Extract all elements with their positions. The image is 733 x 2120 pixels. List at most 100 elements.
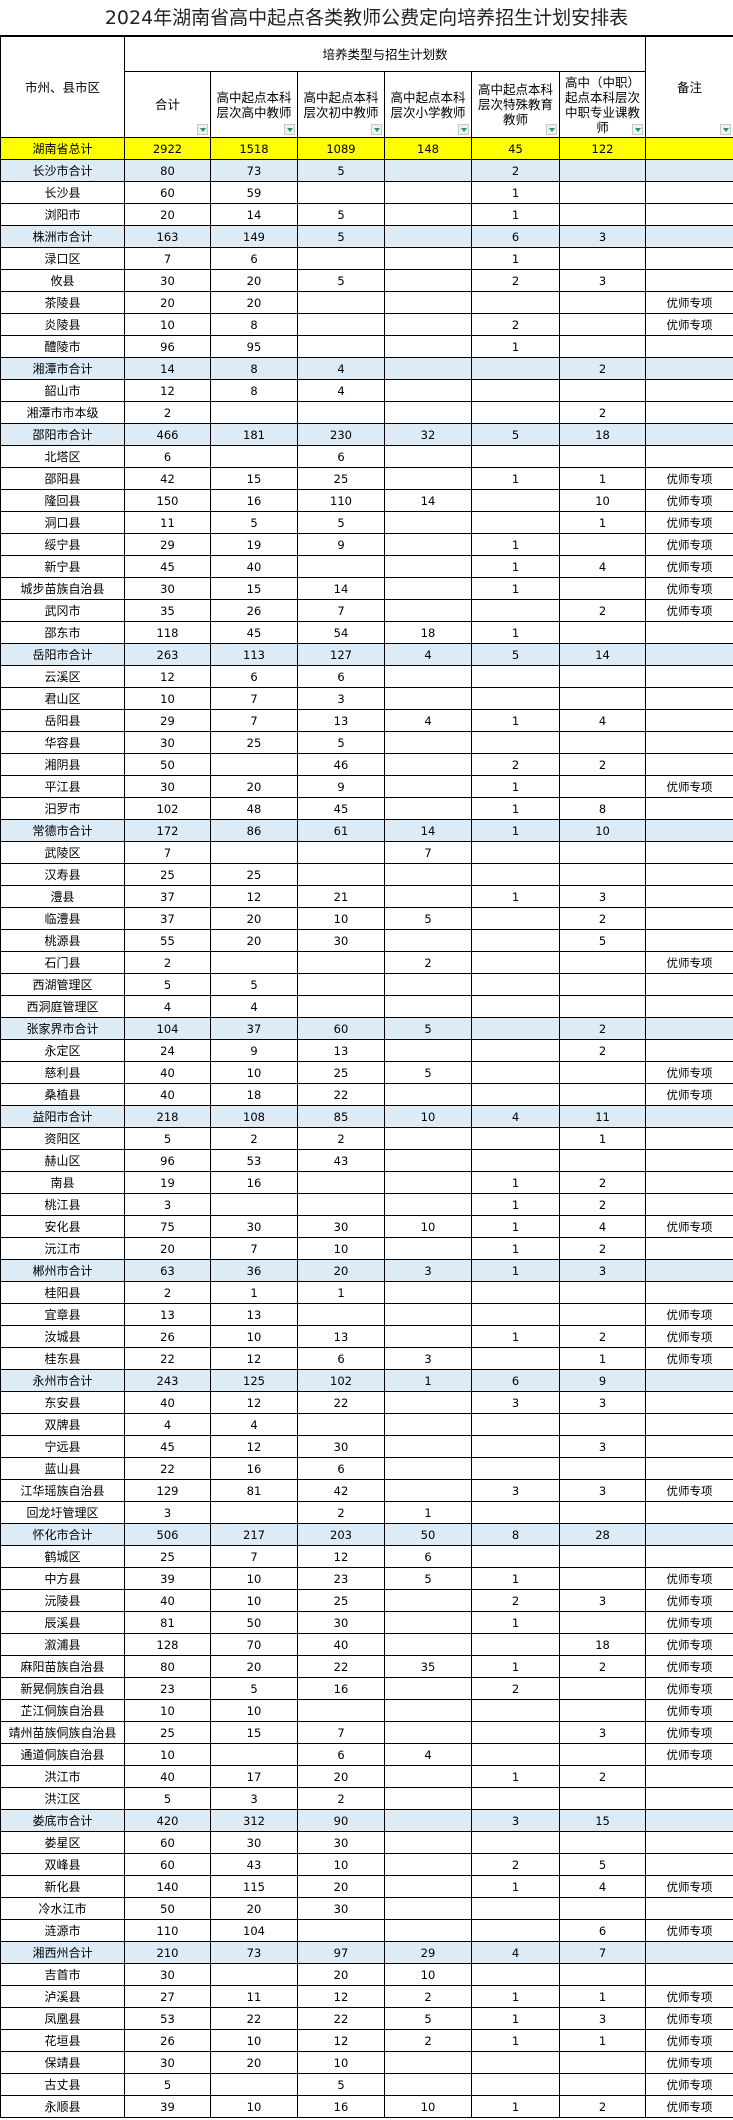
cell-special-ed: 1 bbox=[471, 1237, 560, 1260]
cell-region: 北塔区 bbox=[0, 445, 125, 468]
cell-total: 30 bbox=[124, 269, 211, 292]
table-row: 桑植县 40 18 22 优师专项 bbox=[0, 1083, 733, 1106]
cell-special-ed: 3 bbox=[471, 1479, 560, 1502]
cell-primary: 5 bbox=[384, 1017, 472, 1040]
cell-note: 优师专项 bbox=[645, 1633, 733, 1656]
cell-vocational: 1 bbox=[558, 1347, 647, 1370]
cell-special-ed: 5 bbox=[471, 643, 560, 666]
cell-region: 双牌县 bbox=[0, 1413, 125, 1436]
cell-junior-high bbox=[297, 1413, 385, 1436]
table-row: 炎陵县 10 8 2 优师专项 bbox=[0, 313, 733, 336]
cell-region: 中方县 bbox=[0, 1567, 125, 1590]
table-row: 君山区 10 7 3 bbox=[0, 687, 733, 710]
cell-vocational: 1 bbox=[558, 1985, 647, 2008]
cell-primary: 5 bbox=[384, 1567, 472, 1590]
cell-vocational: 2 bbox=[558, 1171, 647, 1194]
cell-total: 5 bbox=[124, 2073, 211, 2096]
cell-region: 新宁县 bbox=[0, 555, 125, 578]
filter-dropdown-icon[interactable] bbox=[284, 124, 295, 135]
cell-junior-high: 23 bbox=[297, 1567, 385, 1590]
cell-special-ed: 1 bbox=[471, 2029, 560, 2052]
cell-total: 30 bbox=[124, 2051, 211, 2074]
cell-note: 优师专项 bbox=[645, 1743, 733, 1766]
cell-region: 株洲市合计 bbox=[0, 225, 125, 248]
table-row: 东安县 40 12 22 3 3 bbox=[0, 1391, 733, 1414]
cell-senior-high bbox=[210, 951, 298, 974]
cell-senior-high: 10 bbox=[210, 1567, 298, 1590]
cell-total: 20 bbox=[124, 203, 211, 226]
table-row: 鹤城区 25 7 12 6 bbox=[0, 1545, 733, 1568]
cell-senior-high: 108 bbox=[210, 1105, 298, 1128]
cell-note bbox=[645, 797, 733, 820]
cell-special-ed: 1 bbox=[471, 709, 560, 732]
cell-note bbox=[645, 1963, 733, 1986]
filter-dropdown-icon[interactable] bbox=[720, 124, 732, 135]
filter-dropdown-icon[interactable] bbox=[371, 124, 382, 135]
cell-note bbox=[645, 335, 733, 358]
cell-vocational: 14 bbox=[558, 643, 647, 666]
cell-primary bbox=[384, 665, 472, 688]
cell-total: 30 bbox=[124, 1963, 211, 1986]
cell-total: 10 bbox=[124, 1699, 211, 1722]
cell-note bbox=[645, 753, 733, 776]
cell-senior-high: 10 bbox=[210, 1589, 298, 1612]
cell-special-ed bbox=[471, 1699, 560, 1722]
cell-vocational bbox=[558, 1061, 647, 1084]
cell-senior-high: 5 bbox=[210, 511, 298, 534]
table-row: 永定区 24 9 13 2 bbox=[0, 1039, 733, 1062]
cell-total: 118 bbox=[124, 621, 211, 644]
cell-region: 蓝山县 bbox=[0, 1457, 125, 1480]
cell-region: 鹤城区 bbox=[0, 1545, 125, 1568]
cell-special-ed bbox=[471, 907, 560, 930]
cell-primary bbox=[384, 467, 472, 490]
cell-total: 25 bbox=[124, 1545, 211, 1568]
cell-vocational bbox=[558, 313, 647, 336]
cell-special-ed: 1 bbox=[471, 247, 560, 270]
cell-total: 75 bbox=[124, 1215, 211, 1238]
table-row: 汉寿县 25 25 bbox=[0, 863, 733, 886]
header-total-label: 合计 bbox=[154, 97, 180, 112]
cell-senior-high: 12 bbox=[210, 1347, 298, 1370]
cell-region: 南县 bbox=[0, 1171, 125, 1194]
filter-dropdown-icon[interactable] bbox=[546, 124, 557, 135]
cell-region: 芷江侗族自治县 bbox=[0, 1699, 125, 1722]
table-row: 芷江侗族自治县 10 10 优师专项 bbox=[0, 1699, 733, 1722]
cell-region: 湖南省总计 bbox=[0, 137, 125, 160]
table-row: 浏阳市 20 14 5 1 bbox=[0, 203, 733, 226]
filter-dropdown-icon[interactable] bbox=[632, 124, 644, 135]
cell-region: 邵东市 bbox=[0, 621, 125, 644]
filter-dropdown-icon[interactable] bbox=[197, 124, 208, 135]
cell-vocational bbox=[558, 181, 647, 204]
cell-note bbox=[645, 885, 733, 908]
cell-note: 优师专项 bbox=[645, 2095, 733, 2118]
cell-total: 96 bbox=[124, 1149, 211, 1172]
cell-special-ed: 5 bbox=[471, 423, 560, 446]
table-row: 回龙圩管理区 3 2 1 bbox=[0, 1501, 733, 1524]
table-row: 沅陵县 40 10 25 2 3 优师专项 bbox=[0, 1589, 733, 1612]
cell-note bbox=[645, 863, 733, 886]
cell-region: 澧县 bbox=[0, 885, 125, 908]
cell-primary bbox=[384, 203, 472, 226]
cell-note bbox=[645, 1413, 733, 1436]
cell-senior-high: 50 bbox=[210, 1611, 298, 1634]
cell-note bbox=[645, 357, 733, 380]
cell-special-ed: 1 bbox=[471, 335, 560, 358]
cell-junior-high: 7 bbox=[297, 599, 385, 622]
cell-primary: 2 bbox=[384, 1985, 472, 2008]
cell-vocational bbox=[558, 1457, 647, 1480]
cell-vocational bbox=[558, 445, 647, 468]
table-row: 湘潭市市本级 2 2 bbox=[0, 401, 733, 424]
cell-junior-high: 25 bbox=[297, 1589, 385, 1612]
cell-vocational bbox=[558, 1567, 647, 1590]
cell-primary bbox=[384, 511, 472, 534]
cell-junior-high: 25 bbox=[297, 467, 385, 490]
cell-primary: 3 bbox=[384, 1347, 472, 1370]
cell-junior-high: 13 bbox=[297, 1039, 385, 1062]
cell-primary bbox=[384, 291, 472, 314]
filter-dropdown-icon[interactable] bbox=[458, 124, 469, 135]
cell-special-ed: 1 bbox=[471, 1985, 560, 2008]
cell-total: 96 bbox=[124, 335, 211, 358]
cell-senior-high: 104 bbox=[210, 1919, 298, 1942]
header-special-ed-label: 高中起点本科层次特殊教育教师 bbox=[477, 82, 553, 127]
cell-vocational: 2 bbox=[558, 1765, 647, 1788]
